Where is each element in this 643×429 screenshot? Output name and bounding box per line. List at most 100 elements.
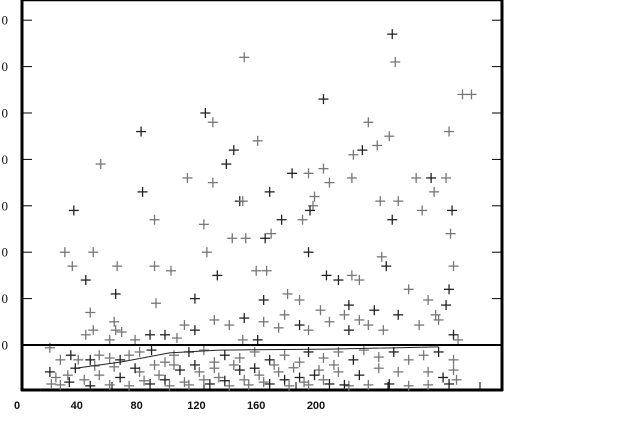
data-point	[73, 354, 84, 365]
data-point	[448, 354, 459, 365]
data-point	[183, 379, 194, 390]
data-point	[59, 247, 70, 258]
data-point	[227, 233, 238, 244]
data-point	[95, 159, 106, 170]
data-point	[303, 247, 314, 258]
data-point	[417, 205, 428, 216]
data-point	[294, 294, 305, 305]
data-point	[324, 316, 335, 327]
data-point	[198, 345, 209, 356]
data-point	[55, 354, 66, 365]
data-point	[85, 307, 96, 318]
y-tick-label: 0	[2, 13, 9, 28]
data-point	[318, 352, 329, 363]
data-point	[264, 354, 275, 365]
data-point	[279, 309, 290, 320]
data-point	[261, 265, 272, 276]
data-point	[68, 205, 79, 216]
data-point	[151, 298, 162, 309]
data-point	[149, 359, 160, 370]
data-point	[104, 352, 115, 363]
data-point	[376, 251, 387, 262]
data-point	[258, 294, 269, 305]
data-point	[279, 350, 290, 361]
data-point	[160, 329, 171, 340]
data-point	[204, 378, 215, 389]
data-point	[254, 370, 265, 381]
data-point	[393, 366, 404, 377]
data-point	[55, 379, 66, 390]
data-point	[318, 374, 329, 385]
data-point	[171, 333, 182, 344]
data-point	[154, 370, 165, 381]
data-point	[430, 309, 441, 320]
data-point	[260, 233, 271, 244]
data-point	[384, 378, 395, 389]
data-point	[221, 159, 232, 170]
data-point	[234, 352, 245, 363]
data-point	[65, 350, 76, 361]
data-point	[438, 372, 449, 383]
data-point	[333, 366, 344, 377]
y-tick-label: 0	[2, 198, 9, 213]
data-point	[372, 140, 383, 151]
data-point	[451, 374, 462, 385]
data-point	[44, 366, 55, 377]
data-point	[297, 214, 308, 225]
data-point	[315, 305, 326, 316]
data-point	[94, 350, 105, 361]
data-point	[363, 379, 374, 390]
data-point	[346, 172, 357, 183]
data-point	[393, 196, 404, 207]
data-point	[168, 359, 179, 370]
data-point	[403, 284, 414, 295]
data-point	[354, 275, 365, 286]
data-point	[264, 378, 275, 389]
data-point	[384, 131, 395, 142]
data-point	[266, 228, 277, 239]
trend-line	[75, 346, 439, 369]
data-point	[88, 325, 99, 336]
data-point	[457, 89, 468, 100]
data-point	[137, 186, 148, 197]
data-point	[333, 275, 344, 286]
data-point	[228, 145, 239, 156]
data-point	[388, 346, 399, 357]
data-point	[390, 56, 401, 67]
data-point	[343, 325, 354, 336]
data-point	[354, 314, 365, 325]
data-point	[240, 233, 251, 244]
data-point	[209, 363, 220, 374]
data-point	[358, 345, 369, 356]
data-point	[273, 322, 284, 333]
y-tick-label: 0	[2, 59, 9, 74]
data-point	[282, 288, 293, 299]
data-point	[354, 370, 365, 381]
data-point	[418, 350, 429, 361]
data-point	[348, 149, 359, 160]
data-point	[423, 366, 434, 377]
data-point	[294, 372, 305, 383]
data-point	[348, 354, 359, 365]
data-point	[124, 380, 135, 391]
data-point	[160, 357, 171, 368]
data-point	[62, 370, 73, 381]
data-point	[305, 205, 316, 216]
data-point	[80, 329, 91, 340]
data-point	[110, 288, 121, 299]
data-point	[309, 370, 320, 381]
data-point	[189, 359, 200, 370]
data-point	[381, 261, 392, 272]
data-point	[134, 346, 145, 357]
data-point	[252, 135, 263, 146]
data-point	[146, 345, 157, 356]
data-point	[249, 363, 260, 374]
data-point	[64, 377, 75, 388]
data-point	[207, 117, 218, 128]
data-point	[239, 374, 250, 385]
data-point	[130, 363, 141, 374]
data-point	[339, 309, 350, 320]
data-point	[258, 316, 269, 327]
data-point	[79, 374, 90, 385]
data-point	[318, 163, 329, 174]
